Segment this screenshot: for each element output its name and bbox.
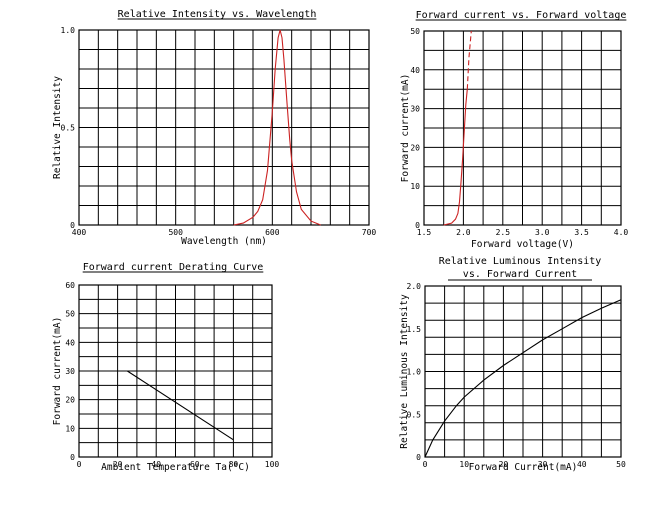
luminous-xtick-label: 20 — [499, 460, 509, 469]
derating-xlabel: Ambient Temperature Ta(°C) — [101, 462, 250, 473]
derating-ylabel: Forward current(mA) — [52, 317, 63, 426]
intensity-frame — [78, 29, 370, 226]
luminous-xlabel: Forward Current(mA) — [469, 462, 578, 473]
intensity-title: Relative Intensity vs. Wavelength — [118, 9, 317, 20]
ivcurve-ytick-label: 20 — [410, 143, 420, 152]
ivcurve-xtick-label: 3.5 — [574, 228, 589, 237]
derating-frame — [78, 284, 273, 458]
derating-ytick-label: 60 — [65, 281, 75, 290]
ivcurve-ytick-label: 10 — [410, 182, 420, 191]
intensity-ytick-label: 0.5 — [61, 124, 76, 133]
derating-ytick-label: 30 — [65, 367, 75, 376]
ivcurve-xtick-label: 2.0 — [456, 228, 471, 237]
intensity-ytick-label: 0 — [70, 221, 75, 230]
ivcurve-xtick-label: 4.0 — [614, 228, 629, 237]
derating-ytick-label: 40 — [65, 338, 75, 347]
ivcurve-xtick-label: 2.5 — [496, 228, 511, 237]
intensity-xtick-label: 400 — [72, 228, 87, 237]
luminous-xtick-label: 40 — [577, 460, 587, 469]
luminous-xtick-label: 10 — [459, 460, 469, 469]
luminous-ytick-label: 2.0 — [407, 282, 422, 291]
intensity-xtick-label: 500 — [168, 228, 183, 237]
derating-ytick-label: 50 — [65, 310, 75, 319]
ivcurve-ytick-label: 30 — [410, 105, 420, 114]
ivcurve-ytick-label: 0 — [415, 221, 420, 230]
luminous-xtick-label: 0 — [423, 460, 428, 469]
luminous-ytick-label: 1.0 — [407, 368, 422, 377]
intensity-xlabel: Wavelength (nm) — [181, 236, 267, 247]
derating-xtick-label: 60 — [190, 460, 200, 469]
derating-series-0 — [127, 370, 234, 441]
ivcurve-ytick-label: 50 — [410, 27, 420, 36]
luminous-series-0 — [424, 299, 622, 458]
luminous-ytick-label: 0.5 — [407, 410, 422, 419]
derating-xtick-label: 100 — [265, 460, 280, 469]
ivcurve-series-1 — [466, 30, 472, 90]
luminous-frame — [424, 285, 622, 458]
luminous-title-line2: vs. Forward Current — [463, 269, 577, 280]
ivcurve-xtick-label: 1.5 — [417, 228, 432, 237]
derating-xtick-label: 80 — [229, 460, 239, 469]
ivcurve-ylabel: Forward current(mA) — [400, 74, 411, 183]
intensity-ylabel: Relative Intensity — [52, 76, 63, 179]
luminous-ylabel: Relative Luminous Intensity — [399, 294, 410, 449]
luminous-xtick-label: 50 — [616, 460, 626, 469]
ivcurve-xtick-label: 3.0 — [535, 228, 550, 237]
luminous-ytick-label: 1.5 — [407, 325, 422, 334]
intensity-ytick-label: 1.0 — [61, 26, 76, 35]
derating-xtick-label: 0 — [77, 460, 82, 469]
ivcurve-title: Forward current vs. Forward voltage — [416, 10, 627, 21]
derating-title: Forward current Derating Curve — [83, 262, 264, 273]
ivcurve-series-0 — [443, 89, 468, 226]
ivcurve-xlabel: Forward voltage(V) — [471, 239, 574, 250]
derating-xtick-label: 40 — [151, 460, 161, 469]
ivcurve-frame — [423, 30, 622, 226]
intensity-xtick-label: 700 — [362, 228, 377, 237]
intensity-xtick-label: 600 — [265, 228, 280, 237]
luminous-ytick-label: 0 — [416, 453, 421, 462]
derating-ytick-label: 10 — [65, 424, 75, 433]
derating-ytick-label: 0 — [70, 453, 75, 462]
derating-ytick-label: 20 — [65, 396, 75, 405]
ivcurve-ytick-label: 40 — [410, 66, 420, 75]
derating-xtick-label: 20 — [113, 460, 123, 469]
luminous-title: Relative Luminous Intensity — [439, 256, 602, 267]
intensity-series-0 — [233, 29, 321, 226]
luminous-xtick-label: 30 — [538, 460, 548, 469]
